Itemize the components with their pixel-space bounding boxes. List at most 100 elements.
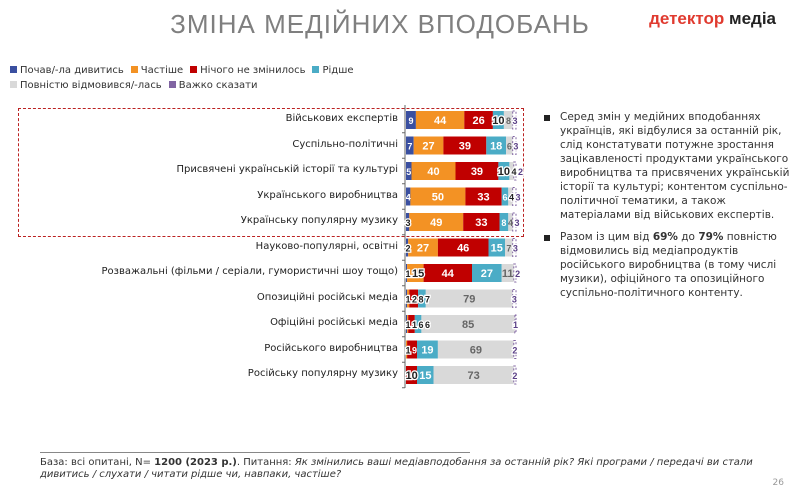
slide-title: ЗМІНА МЕДІЙНИХ ВПОДОБАНЬ [170,9,590,39]
data-label: 15 [491,243,503,255]
data-label: 3 [512,295,517,305]
legend-item: Повністю відмовився/-лась [10,78,162,93]
data-label: 33 [477,192,489,204]
category-label: Опозиційні російські медіа [256,291,398,303]
bar-segment [406,162,412,180]
legend-swatch [10,66,17,73]
legend-swatch [312,66,320,73]
bar-segment [407,264,424,282]
highlight-box [18,108,524,237]
bar-segment [406,264,408,282]
data-label: 50 [432,192,444,204]
data-label: 4 [512,167,517,177]
chart-legend: Почав/-ла дивитись Частіше Нічого не зміни… [10,63,450,93]
data-label: 2 [412,295,417,305]
data-label: 27 [481,268,493,280]
legend-item: Важко сказати [168,78,258,93]
data-label: 8 [419,295,424,305]
bar-segment [513,161,517,181]
bar-segment [417,340,438,359]
legend-label: Частіше [140,65,184,76]
data-label: 49 [430,217,442,229]
bar-segment [499,213,509,231]
bullet-1: Серед змін у медійних вподобаннях україн… [542,110,790,222]
data-label: 10 [406,370,418,382]
bar-segment [506,136,513,155]
data-label: 8 [501,218,506,228]
bar-segment [513,263,517,283]
bar-segment [415,111,465,129]
bar-segment [406,187,411,206]
data-label: 3 [513,116,518,126]
legend-label: Повністю відмовився/-лась [20,80,162,91]
bar-segment [425,289,513,308]
legend-label: Почав/-ла дивитись [20,65,124,76]
bar-segment [455,162,499,180]
legend-label: Важко сказати [178,80,258,91]
bar-segment [421,315,515,333]
bar-segment [406,366,417,384]
data-label: 44 [442,268,455,280]
bar-segment [512,289,517,308]
data-label: 1 [406,320,411,330]
bar-segment [512,110,517,130]
data-label: 3 [515,218,520,228]
bar-segment [406,340,408,359]
data-label: 79 [463,294,475,306]
bar-segment [407,315,409,333]
data-label: 18 [490,141,502,153]
bar-segment [492,111,504,129]
legend-item: Частіше [130,63,184,78]
data-label: 15 [412,268,424,280]
data-label: 69 [470,345,482,357]
bar-segment [509,162,514,180]
category-label: Українського виробництва [257,189,398,201]
data-label: 19 [421,345,433,357]
data-label: 1 [406,295,411,305]
logo: детектор медіа [649,9,776,28]
bar-segment [406,136,414,155]
data-label: 1 [513,320,518,330]
bar-segment [513,340,517,359]
summary-bullets: Серед змін у медійних вподобаннях україн… [542,110,790,308]
legend-swatch [130,66,138,73]
data-label: 15 [419,370,431,382]
data-label: 4 [509,193,514,203]
bar-segment [514,314,517,334]
bar-segment [409,289,419,308]
footer-divider [40,452,470,453]
page-number: 26 [772,478,784,488]
data-label: 3 [513,142,518,152]
bar-segment [508,213,513,231]
bar-segment [464,111,493,129]
data-label: 3 [513,244,518,254]
bar-segment [407,340,417,359]
category-label: Офіційні російські медіа [270,317,398,328]
data-label: 3 [516,193,521,203]
data-label: 33 [475,217,487,229]
bar-segment [418,289,426,308]
data-label: 6 [419,320,424,330]
data-label: 2 [518,167,523,177]
data-label: 2 [515,269,520,279]
bar-segment [437,238,489,257]
data-label: 4 [406,193,411,203]
data-label: 8 [506,116,511,126]
legend-item: Рідше [312,63,354,78]
legend-swatch [168,81,176,88]
data-label: 7 [425,295,430,305]
bar-segment [508,187,513,206]
data-label: 26 [472,115,484,127]
legend-swatch [10,81,17,88]
legend-label: Нічого не змінилось [200,65,306,76]
category-label: Науково-популярні, освітні [255,240,398,252]
bar-segment [465,187,502,206]
bar-segment [406,238,409,257]
category-label: Російського виробництва [264,342,398,354]
bar-segment [413,136,444,155]
bar-segment [512,238,517,257]
bar-segment [414,315,422,333]
data-label: 6 [502,193,507,203]
data-label: 3 [406,218,411,228]
